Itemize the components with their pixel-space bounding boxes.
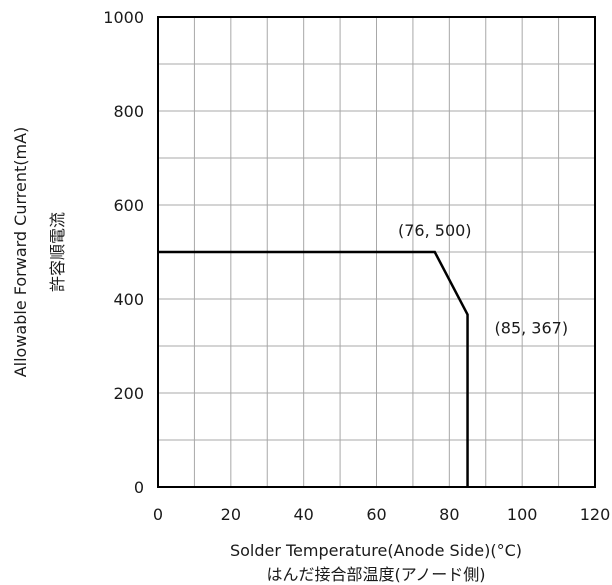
y-axis-label-ja: 許容順電流 <box>48 212 67 292</box>
x-axis-label: Solder Temperature(Anode Side)(°C) <box>230 541 522 560</box>
y-tick-label: 200 <box>113 384 144 403</box>
annotation-label: (85, 367) <box>495 319 569 338</box>
y-tick-label: 600 <box>113 196 144 215</box>
y-tick-label: 1000 <box>103 8 144 27</box>
series-group <box>158 252 468 487</box>
x-tick-label: 120 <box>580 505 611 524</box>
x-tick-label: 20 <box>221 505 241 524</box>
y-axis-label: Allowable Forward Current(mA) <box>11 127 30 378</box>
x-tick-label: 0 <box>153 505 163 524</box>
y-tick-label: 800 <box>113 102 144 121</box>
x-tick-label: 80 <box>439 505 459 524</box>
x-tick-label: 40 <box>293 505 313 524</box>
annotations: (76, 500) (85, 367) <box>398 221 568 338</box>
y-axis-ticks: 0 200 400 600 800 1000 <box>103 8 144 497</box>
annotation-label: (76, 500) <box>398 221 472 240</box>
x-axis-ticks: 0 20 40 60 80 100 120 <box>153 505 610 524</box>
x-axis-label-ja: はんだ接合部温度(アノード側) <box>266 565 485 584</box>
series-line-0 <box>158 252 468 487</box>
x-tick-label: 60 <box>366 505 386 524</box>
x-tick-label: 100 <box>507 505 538 524</box>
y-tick-label: 0 <box>134 478 144 497</box>
y-tick-label: 400 <box>113 290 144 309</box>
